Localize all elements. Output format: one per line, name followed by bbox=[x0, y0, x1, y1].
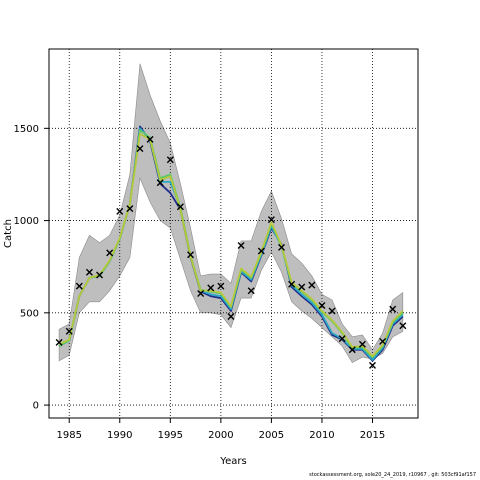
series-layer bbox=[58, 125, 404, 362]
observed-point-stroke bbox=[156, 179, 164, 187]
observed-point-stroke bbox=[75, 282, 83, 290]
observed-point bbox=[176, 203, 184, 211]
observed-point bbox=[247, 287, 255, 295]
x-axis: 1985 1990 1995 2000 2005 2010 2015 bbox=[56, 418, 385, 441]
observed-point bbox=[318, 301, 326, 309]
x-tick-label: 2000 bbox=[208, 430, 233, 441]
observed-point-stroke bbox=[267, 216, 275, 224]
observed-point-stroke bbox=[146, 135, 154, 143]
observed-point bbox=[257, 247, 265, 255]
observed-point bbox=[96, 271, 104, 279]
observed-point-stroke bbox=[217, 282, 225, 290]
observed-point-stroke bbox=[298, 283, 306, 291]
observed-point bbox=[116, 207, 124, 215]
observed-point bbox=[308, 281, 316, 289]
observed-point-stroke bbox=[237, 241, 245, 249]
plot-frame bbox=[48, 48, 419, 419]
observed-point bbox=[338, 335, 346, 343]
observed-point bbox=[106, 249, 114, 257]
x-axis-title: Years bbox=[219, 456, 246, 467]
observed-point bbox=[369, 361, 377, 369]
observed-point-stroke bbox=[126, 205, 134, 213]
y-tick-label: 500 bbox=[20, 308, 39, 319]
observed-point-stroke bbox=[176, 203, 184, 211]
observed-point-stroke bbox=[257, 247, 265, 255]
observed-point-stroke bbox=[136, 145, 144, 153]
observed-point bbox=[75, 282, 83, 290]
confidence-band-layer bbox=[58, 63, 404, 364]
observed-point-stroke bbox=[247, 287, 255, 295]
y-tick-label: 0 bbox=[33, 401, 39, 412]
observed-point bbox=[237, 241, 245, 249]
x-tick-label: 2005 bbox=[259, 430, 284, 441]
y-axis-title: Catch bbox=[3, 219, 14, 248]
confidence-band bbox=[58, 63, 404, 364]
observed-point-stroke bbox=[308, 281, 316, 289]
observed-point bbox=[207, 284, 215, 292]
observed-point bbox=[85, 268, 93, 276]
observed-point bbox=[146, 135, 154, 143]
observed-point bbox=[278, 243, 286, 251]
observed-point-stroke bbox=[106, 249, 114, 257]
observed-points-layer bbox=[55, 135, 407, 369]
series-line-4 bbox=[58, 132, 404, 358]
observed-point-stroke bbox=[338, 335, 346, 343]
observed-point bbox=[136, 145, 144, 153]
observed-point bbox=[197, 289, 205, 297]
x-tick-label: 1985 bbox=[56, 430, 81, 441]
y-tick-label: 1500 bbox=[14, 124, 39, 135]
observed-point-stroke bbox=[207, 284, 215, 292]
x-tick-label: 1995 bbox=[158, 430, 183, 441]
footer-credit: stockassessment.org, sole20_24_2019, r10… bbox=[309, 472, 476, 478]
observed-point-stroke bbox=[379, 337, 387, 345]
observed-point-stroke bbox=[166, 156, 174, 164]
observed-point bbox=[156, 179, 164, 187]
observed-point-stroke bbox=[55, 338, 63, 346]
observed-point-stroke bbox=[318, 301, 326, 309]
observed-point-stroke bbox=[399, 322, 407, 330]
observed-point bbox=[267, 216, 275, 224]
observed-point-stroke bbox=[197, 289, 205, 297]
y-tick-label: 1000 bbox=[14, 216, 39, 227]
observed-point bbox=[55, 338, 63, 346]
observed-point bbox=[379, 337, 387, 345]
observed-point-stroke bbox=[369, 361, 377, 369]
observed-point bbox=[166, 156, 174, 164]
observed-point-stroke bbox=[85, 268, 93, 276]
observed-point-stroke bbox=[227, 313, 235, 321]
observed-point bbox=[288, 280, 296, 288]
observed-point-stroke bbox=[389, 305, 397, 313]
observed-point-stroke bbox=[328, 307, 336, 315]
x-tick-label: 2010 bbox=[309, 430, 334, 441]
x-tick-label: 2015 bbox=[360, 430, 385, 441]
grid-layer bbox=[49, 49, 418, 418]
observed-point bbox=[227, 313, 235, 321]
observed-point bbox=[298, 283, 306, 291]
observed-point bbox=[328, 307, 336, 315]
observed-point bbox=[217, 282, 225, 290]
x-tick-label: 1990 bbox=[107, 430, 132, 441]
observed-point-stroke bbox=[358, 340, 366, 348]
observed-point-stroke bbox=[65, 327, 73, 335]
observed-point bbox=[389, 305, 397, 313]
observed-point-stroke bbox=[116, 207, 124, 215]
observed-point bbox=[187, 251, 195, 259]
observed-point-stroke bbox=[278, 243, 286, 251]
observed-point-stroke bbox=[96, 271, 104, 279]
observed-point-stroke bbox=[187, 251, 195, 259]
observed-point bbox=[65, 327, 73, 335]
observed-point-stroke bbox=[288, 280, 296, 288]
observed-point bbox=[399, 322, 407, 330]
observed-point-stroke bbox=[348, 346, 356, 354]
y-axis: 0 500 1000 1500 bbox=[14, 124, 49, 412]
observed-point bbox=[358, 340, 366, 348]
observed-point bbox=[348, 346, 356, 354]
observed-point bbox=[126, 205, 134, 213]
